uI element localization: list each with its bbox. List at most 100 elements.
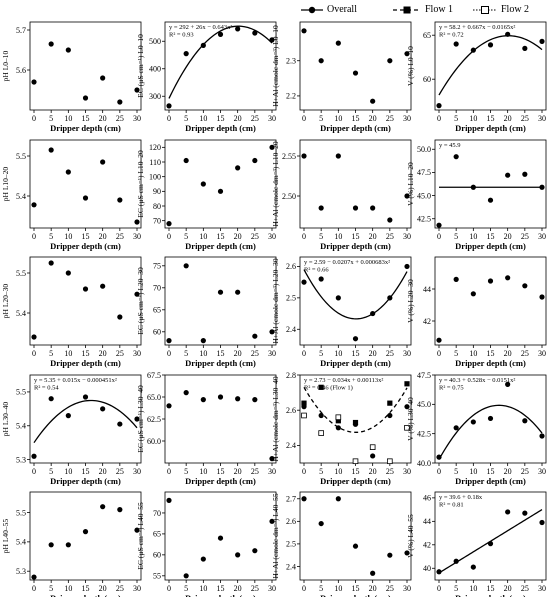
legend-flow2-line-icon	[473, 5, 497, 14]
data-point	[100, 406, 106, 412]
data-point-flow1	[318, 384, 324, 390]
data-point	[352, 70, 359, 76]
legend-flow2-label: Flow 2	[501, 4, 530, 15]
y-tick-label: 5.4	[16, 309, 26, 318]
y-tick-label: 2.6	[286, 262, 296, 271]
y-tick-label: 40.0	[417, 459, 431, 468]
data-point	[387, 552, 393, 558]
y-tick-label: 2.6	[286, 406, 296, 415]
data-point	[252, 397, 258, 403]
x-axis-label: Dripper depth (cm)	[320, 476, 391, 486]
data-point	[134, 219, 140, 225]
y-tick-label: 44	[423, 517, 431, 526]
data-point	[117, 421, 123, 427]
y-tick-label: 5.4	[16, 538, 26, 547]
y-tick-label: 42.5	[417, 429, 431, 438]
y-axis-label: EC (µS cm⁻¹) L0–10	[136, 34, 145, 98]
x-tick-label: 15	[217, 114, 225, 123]
x-tick-label: 0	[32, 114, 36, 123]
legend-overall-line-icon	[301, 6, 323, 13]
data-point	[470, 419, 476, 425]
data-point	[352, 205, 359, 211]
data-point-flow2	[387, 458, 393, 465]
x-tick-label: 0	[32, 232, 36, 241]
data-point-flow2	[369, 444, 376, 450]
x-axis-label: Dripper depth (cm)	[185, 358, 256, 368]
x-axis-label: Dripper depth (cm)	[50, 123, 121, 133]
x-tick-label: 20	[504, 467, 512, 476]
panel-ec_4: 0 5 10 15 20 25 30 60.0 62.5 65.0 67.5 Dripper dept…	[136, 371, 277, 486]
x-axis-label: Dripper depth (cm)	[185, 593, 256, 597]
x-tick-label: 25	[521, 467, 529, 476]
x-tick-label: 25	[116, 114, 124, 123]
x-tick-label: 25	[251, 467, 259, 476]
data-point	[134, 291, 140, 297]
data-point	[200, 42, 206, 48]
data-point	[65, 270, 71, 276]
y-axis-label: EC (µS cm⁻¹) L10–20	[136, 150, 145, 218]
x-tick-label: 10	[64, 349, 72, 358]
y-tick-label: 5.5	[16, 269, 26, 278]
data-point-flow1	[387, 400, 393, 406]
data-point	[522, 283, 528, 289]
x-tick-label: 10	[469, 467, 477, 476]
x-tick-label: 20	[234, 114, 242, 123]
data-point	[387, 217, 393, 223]
data-point	[200, 397, 206, 403]
data-point	[318, 520, 324, 527]
x-tick-label: 15	[487, 584, 495, 593]
x-tick-label: 10	[469, 584, 477, 593]
data-point	[65, 542, 71, 548]
equation-label: R² = 0.75	[439, 385, 464, 392]
x-tick-label: 20	[504, 584, 512, 593]
x-tick-label: 10	[199, 467, 207, 476]
data-point	[453, 276, 459, 282]
panel-hal_2: 0 5 10 15 20 25 30 2.50 2.55 Dripper depth (cm) H+…	[271, 139, 412, 251]
x-tick-label: 15	[487, 467, 495, 476]
y-tick-label: 60.0	[147, 437, 161, 446]
y-tick-label: 75	[153, 262, 161, 271]
data-point	[539, 294, 545, 300]
x-tick-label: 25	[251, 114, 259, 123]
x-tick-label: 0	[437, 584, 441, 593]
x-tick-label: 25	[116, 232, 124, 241]
x-tick-label: 0	[437, 349, 441, 358]
y-tick-label: 2.6	[286, 517, 296, 526]
y-tick-label: 2.8	[286, 371, 296, 380]
data-point	[269, 456, 275, 462]
x-tick-label: 10	[199, 584, 207, 593]
y-tick-label: 5.5	[16, 152, 26, 161]
equation-label: y = 5.35 + 0.015x − 0.000451x²	[34, 377, 117, 384]
data-point	[404, 51, 410, 57]
data-point	[166, 221, 172, 227]
y-tick-label: 5.3	[16, 567, 26, 576]
x-tick-label: 25	[116, 584, 124, 593]
data-point	[217, 31, 224, 37]
panel-ec_3: 0 5 10 15 20 25 30 60 65 70 75 Dripper depth (cm) EC…	[136, 256, 277, 368]
y-axis-label: V (%) L40–55	[406, 514, 415, 558]
x-tick-label: 5	[454, 232, 458, 241]
y-tick-label: 5.4	[16, 422, 26, 431]
panel-ph_3: 0 5 10 15 20 25 30 5.4 5.5 Dripper depth (cm) pH L…	[1, 256, 142, 368]
x-tick-label: 20	[369, 349, 377, 358]
x-tick-label: 10	[334, 467, 342, 476]
data-point	[117, 314, 123, 320]
panel-hal_4: 0 5 10 15 20 25 30 2.4 2.6 2.8 Dripper depth (cm) H…	[271, 371, 412, 486]
data-point	[436, 569, 442, 575]
x-tick-label: 5	[49, 232, 53, 241]
y-axis-label: EC (µS cm⁻¹) L20–30	[136, 267, 145, 335]
panel-ec_5: 0 5 10 15 20 25 30 55 60 65 70 Dripper depth (cm) EC…	[136, 491, 277, 597]
equation-label: R² = 0.81	[439, 502, 464, 509]
panel-ph_2: 0 5 10 15 20 25 30 5.4 5.5 Dripper depth (cm) pH L…	[1, 139, 142, 251]
x-tick-label: 25	[116, 467, 124, 476]
data-point	[335, 153, 341, 159]
x-tick-label: 0	[32, 349, 36, 358]
x-tick-label: 15	[217, 467, 225, 476]
legend-flow2: Flow 2	[472, 4, 529, 15]
fit-curve	[438, 35, 543, 96]
x-tick-label: 30	[268, 349, 276, 358]
panel-v_3: 0 5 10 15 20 25 30 42 44 Dripper depth (cm) V (%) …	[406, 256, 547, 368]
y-tick-label: 70	[153, 509, 161, 518]
equation-label: R² = 0.66	[304, 267, 329, 274]
x-axis-label: Dripper depth (cm)	[50, 476, 121, 486]
